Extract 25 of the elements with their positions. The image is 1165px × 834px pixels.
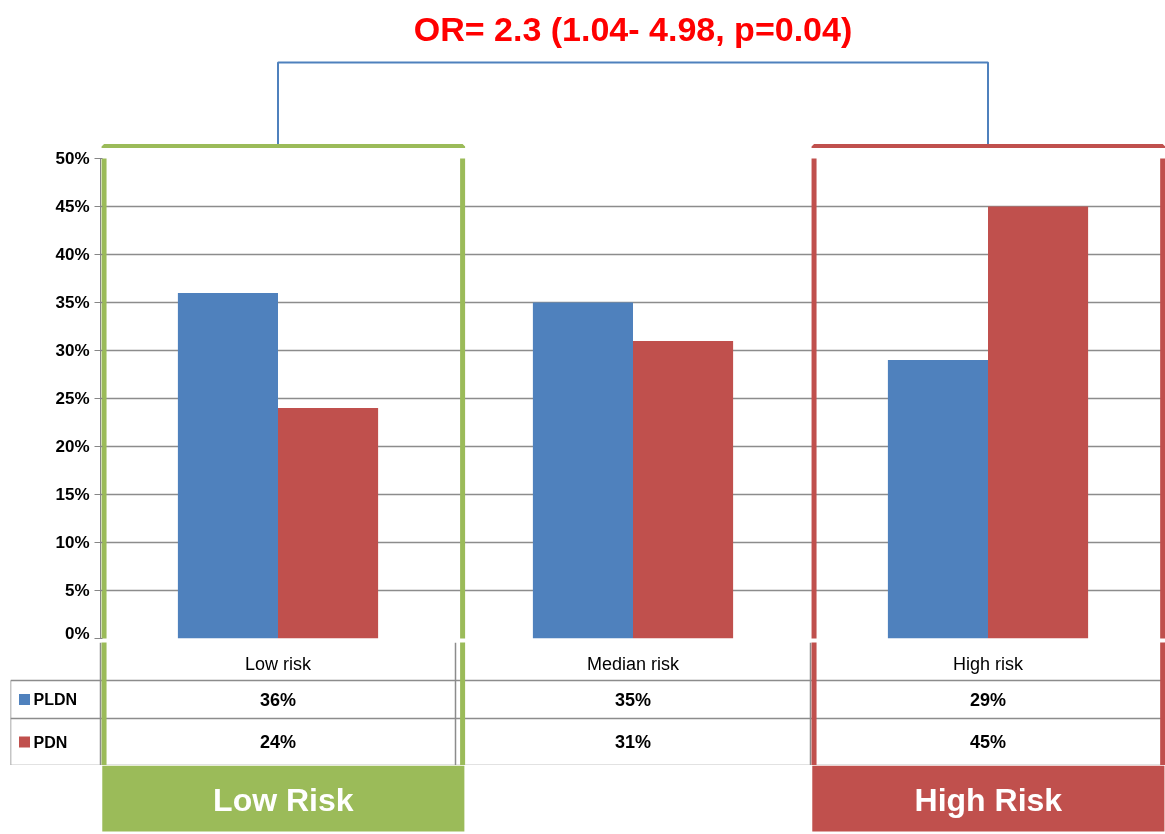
y-tick-label: 15% — [55, 485, 90, 504]
text: High Risk — [914, 781, 1063, 818]
data-label: 45% — [969, 732, 1007, 752]
x-tick-label: Median risk — [586, 653, 681, 674]
text: Low Risk — [213, 781, 354, 818]
legend-label: PDN — [33, 733, 68, 751]
legend-label: PLDN — [33, 691, 78, 708]
data-label: 29% — [969, 689, 1007, 710]
x-tick-label: Low risk — [244, 653, 313, 674]
y-tick-label: 30% — [55, 341, 90, 360]
y-tick-label: 10% — [55, 533, 90, 552]
data-label: 24% — [259, 732, 297, 752]
text: OR= 2.3 (1.04- 4.98, p=0.04) — [413, 9, 853, 48]
y-tick-label: 35% — [55, 293, 90, 312]
y-tick-label: 20% — [55, 437, 90, 456]
y-tick-label: 0% — [64, 623, 90, 643]
y-tick-label: 25% — [55, 389, 90, 408]
data-label: 36% — [259, 689, 297, 710]
data-label: 31% — [614, 732, 652, 752]
data-label: 35% — [614, 689, 652, 710]
y-tick-label: 50% — [55, 149, 90, 168]
x-tick-label: High risk — [952, 653, 1025, 674]
y-tick-label: 45% — [55, 197, 90, 216]
y-tick-label: 5% — [64, 581, 90, 600]
y-tick-label: 40% — [55, 245, 90, 264]
